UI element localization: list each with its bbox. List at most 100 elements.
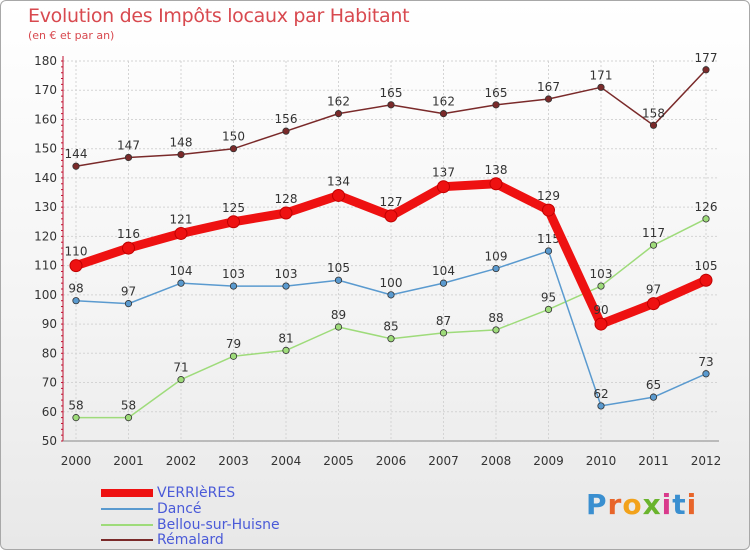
data-label: 89 <box>331 308 346 322</box>
data-point <box>279 206 293 220</box>
x-tick-label: 2001 <box>113 454 144 468</box>
data-label: 129 <box>537 189 560 203</box>
data-point <box>69 259 83 273</box>
data-label: 134 <box>327 174 350 188</box>
data-label: 58 <box>121 399 136 413</box>
data-label: 110 <box>65 245 88 259</box>
data-label: 79 <box>226 337 241 351</box>
data-label: 103 <box>275 267 298 281</box>
data-label: 128 <box>275 192 298 206</box>
data-point <box>384 209 398 223</box>
logo-letter: o <box>622 488 643 521</box>
data-label: 162 <box>432 95 455 109</box>
data-label: 109 <box>485 250 508 264</box>
data-point <box>227 215 240 229</box>
data-label: 81 <box>278 331 293 345</box>
data-label: 117 <box>642 226 665 240</box>
data-point <box>649 121 658 129</box>
data-point <box>702 66 710 74</box>
logo-letter: r <box>607 488 623 521</box>
data-point <box>177 376 185 384</box>
data-label: 90 <box>593 303 608 317</box>
y-tick-label: 160 <box>34 112 57 126</box>
x-tick-label: 2002 <box>166 454 197 468</box>
data-label: 162 <box>327 95 350 109</box>
x-tick-label: 2011 <box>638 454 669 468</box>
data-label: 116 <box>117 227 140 241</box>
data-label: 171 <box>590 68 613 82</box>
data-label: 58 <box>68 399 83 413</box>
data-label: 97 <box>121 285 136 299</box>
legend-item-remalard: Rémalard <box>101 532 224 548</box>
legend-swatch-bellou <box>101 524 153 526</box>
y-tick-label: 90 <box>42 317 57 331</box>
data-point <box>544 305 553 314</box>
data-label: 167 <box>537 80 560 94</box>
data-point <box>72 414 80 422</box>
data-label: 165 <box>380 86 403 100</box>
data-label: 97 <box>646 283 661 297</box>
legend-label-verrieres: VERRIèRES <box>157 485 236 501</box>
logo-letter: i <box>661 488 673 521</box>
data-point <box>177 150 185 159</box>
data-point <box>544 95 553 103</box>
data-point <box>492 264 500 273</box>
data-label: 103 <box>222 267 245 281</box>
y-tick-label: 180 <box>34 54 57 68</box>
data-label: 156 <box>275 112 298 126</box>
data-label: 121 <box>170 212 193 226</box>
proxiti-logo: Proxiti <box>586 488 697 521</box>
data-label: 177 <box>695 51 718 65</box>
data-point <box>439 110 448 118</box>
data-point <box>229 352 238 360</box>
legend-label-remalard: Rémalard <box>157 532 224 548</box>
data-label: 98 <box>68 282 83 296</box>
data-point <box>437 180 450 194</box>
legend-swatch-remalard <box>101 539 153 541</box>
data-label: 71 <box>173 361 188 375</box>
legend-swatch-dance <box>101 508 153 510</box>
y-tick-label: 140 <box>34 171 57 185</box>
x-tick-label: 2007 <box>428 454 459 468</box>
y-tick-label: 50 <box>42 434 57 448</box>
data-point <box>174 226 188 240</box>
data-label: 150 <box>222 130 245 144</box>
data-point <box>334 323 343 331</box>
data-point <box>702 370 710 378</box>
data-point <box>489 177 503 191</box>
data-label: 104 <box>432 264 455 278</box>
x-tick-label: 2005 <box>323 454 354 468</box>
data-label: 137 <box>432 166 455 180</box>
data-point <box>72 297 80 305</box>
data-point <box>597 282 605 290</box>
data-point <box>334 276 343 284</box>
data-point <box>282 127 290 135</box>
data-point <box>597 402 605 410</box>
data-point <box>387 335 395 343</box>
legend-item-verrieres: VERRIèRES <box>101 485 235 501</box>
data-label: 95 <box>541 290 556 304</box>
data-label: 138 <box>485 163 508 177</box>
data-point <box>72 162 80 170</box>
data-label: 100 <box>380 276 403 290</box>
y-tick-label: 170 <box>34 83 57 97</box>
x-tick-label: 2006 <box>376 454 407 468</box>
y-tick-label: 150 <box>34 142 57 156</box>
data-point <box>439 329 448 337</box>
legend-label-bellou: Bellou-sur-Huisne <box>157 517 280 533</box>
data-point <box>282 346 290 354</box>
data-point <box>649 393 658 401</box>
y-tick-label: 120 <box>34 229 57 243</box>
x-tick-label: 2004 <box>271 454 302 468</box>
chart-subtitle: (en € et par an) <box>28 29 115 42</box>
data-label: 65 <box>646 378 661 392</box>
x-tick-label: 2012 <box>691 454 722 468</box>
data-point <box>387 291 395 299</box>
x-tick-label: 2010 <box>586 454 617 468</box>
data-label: 85 <box>383 320 398 334</box>
x-tick-label: 2008 <box>481 454 512 468</box>
data-point <box>439 279 448 287</box>
y-tick-label: 100 <box>34 288 57 302</box>
logo-letter: x <box>642 488 662 521</box>
